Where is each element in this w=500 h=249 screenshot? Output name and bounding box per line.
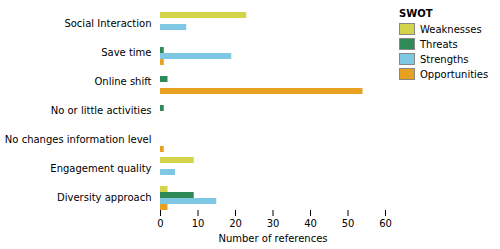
svg-text:Save time: Save time [101,47,151,58]
svg-text:10: 10 [192,218,205,229]
svg-text:60: 60 [379,218,392,229]
svg-text:Diversity approach: Diversity approach [57,192,151,203]
svg-text:20: 20 [229,218,242,229]
svg-text:30: 30 [267,218,280,229]
html-text:Weaknesses: Weaknesses [420,23,482,35]
svg-text:40: 40 [304,218,317,229]
html-text:Strengths: Strengths [420,53,469,65]
svg-text:Engagement quality: Engagement quality [50,163,151,174]
svg-text:0: 0 [157,218,163,229]
svg-text:Number of references: Number of references [218,233,327,244]
html-text:SWOT: SWOT [399,8,433,19]
svg-text:Online shift: Online shift [94,76,151,87]
svg-text:No or little activities: No or little activities [51,105,152,116]
html-text:Opportunities: Opportunities [420,68,489,80]
svg-text:Social Interaction: Social Interaction [64,18,151,29]
svg-text:No changes information level: No changes information level [5,134,152,145]
html-text:Threats: Threats [420,38,458,50]
svg-text:50: 50 [342,218,355,229]
